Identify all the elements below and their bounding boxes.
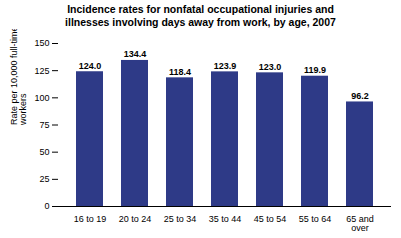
svg-text:35 to 44: 35 to 44 xyxy=(209,214,242,224)
svg-text:100: 100 xyxy=(34,93,49,103)
svg-text:65 andover: 65 andover xyxy=(346,214,374,233)
html-text:Incidence rates for nonfatal o: Incidence rates for nonfatal occupationa… xyxy=(65,3,336,28)
svg-text:150: 150 xyxy=(34,38,49,48)
svg-text:134.4: 134.4 xyxy=(124,49,147,59)
svg-text:16 to 19: 16 to 19 xyxy=(74,214,107,224)
svg-text:124.0: 124.0 xyxy=(79,61,102,71)
svg-text:Rate per 10,000 full-timeworke: Rate per 10,000 full-timeworkers xyxy=(9,29,28,126)
svg-text:20 to 24: 20 to 24 xyxy=(119,214,152,224)
svg-text:25: 25 xyxy=(39,174,49,184)
svg-text:55 to 64: 55 to 64 xyxy=(299,214,332,224)
svg-text:125: 125 xyxy=(34,66,49,76)
svg-text:123.0: 123.0 xyxy=(259,62,282,72)
svg-text:123.9: 123.9 xyxy=(214,61,237,71)
svg-text:118.4: 118.4 xyxy=(169,67,191,77)
svg-text:25 to 34: 25 to 34 xyxy=(164,214,197,224)
svg-text:50: 50 xyxy=(39,147,49,157)
svg-text:119.9: 119.9 xyxy=(304,65,326,75)
svg-text:45 to 54: 45 to 54 xyxy=(254,214,287,224)
svg-text:96.2: 96.2 xyxy=(351,91,369,101)
svg-text:75: 75 xyxy=(39,120,49,130)
svg-text:0: 0 xyxy=(44,201,49,211)
